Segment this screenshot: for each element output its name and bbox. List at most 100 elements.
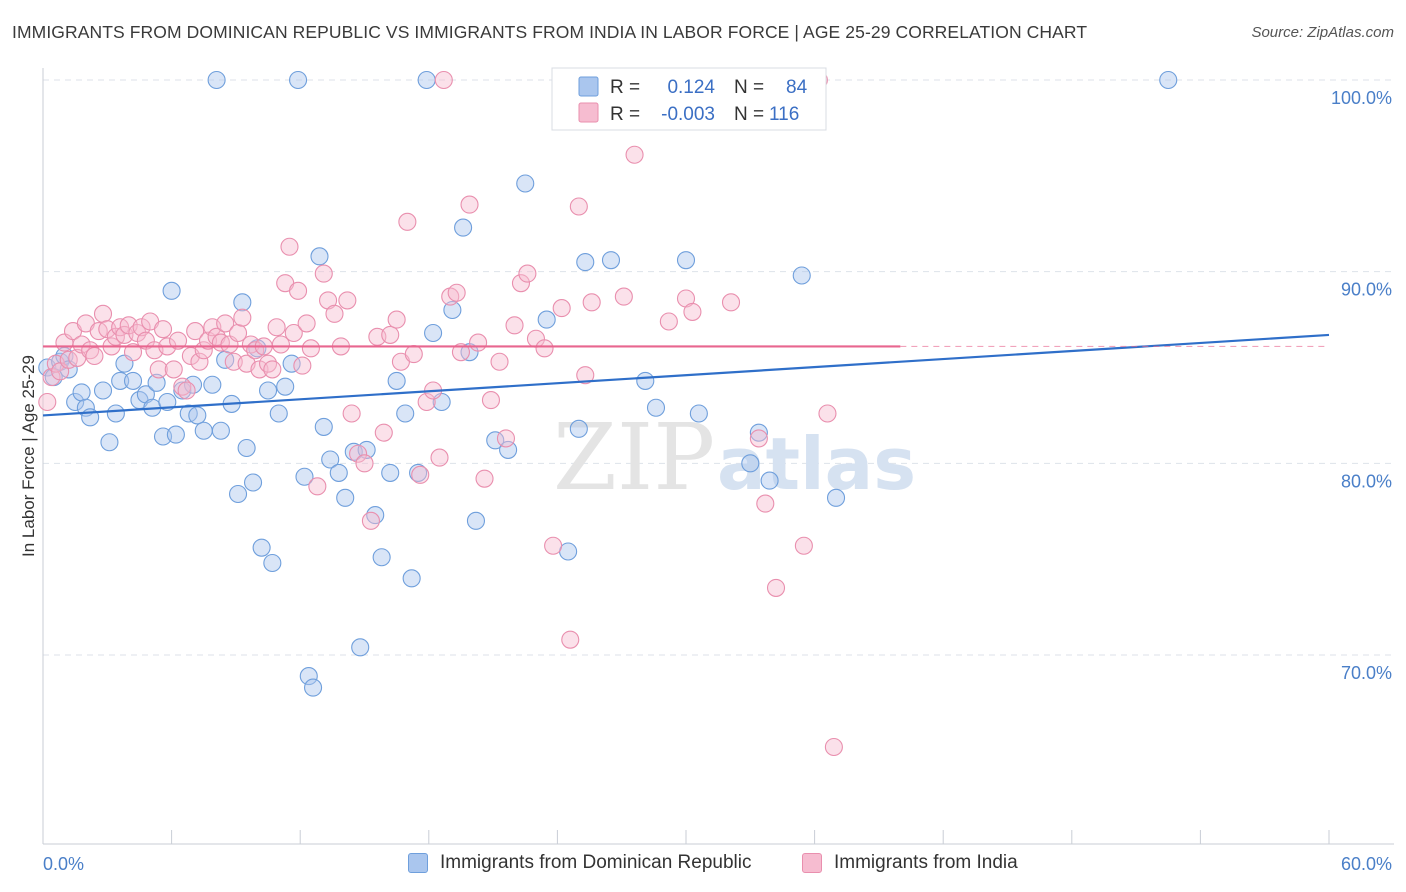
trend-lines: [42, 333, 1330, 417]
dominican-republic-point-59: [387, 371, 406, 390]
india-point-80: [417, 392, 436, 412]
india-point-32: [177, 381, 196, 400]
watermark-zip: ZIP: [553, 404, 715, 511]
india-point-90: [481, 391, 501, 410]
dominican-republic-point-81: [689, 404, 708, 423]
india-point-85: [447, 283, 466, 302]
legend-n-label-blue: N =: [734, 77, 764, 98]
india-point-97: [535, 339, 554, 358]
india-point-95: [518, 264, 537, 283]
dominican-republic-point-85: [792, 266, 811, 285]
india-point-99: [552, 299, 571, 318]
india-point-53: [267, 318, 286, 337]
india-point-34: [186, 322, 205, 341]
grid-lines: [43, 79, 1394, 656]
dominican-republic-point-26: [188, 406, 207, 425]
india-point-62: [308, 477, 327, 496]
india-point-45: [233, 308, 252, 327]
india-point-73: [374, 423, 393, 442]
dominican-republic-point-35: [237, 438, 256, 458]
legend-n-value-pink: 116: [769, 104, 799, 125]
india-point-26: [149, 360, 168, 379]
dominican-republic-point-84: [760, 471, 779, 490]
dominican-republic-point-51: [329, 463, 348, 482]
india-point-110: [721, 293, 741, 312]
bottom-legend-swatch-pink: [802, 853, 822, 873]
india-point-0: [38, 392, 57, 412]
dominican-republic-point-60: [396, 404, 415, 423]
bottom-legend-label-blue: Immigrants from Dominican Republic: [440, 852, 752, 873]
dominican-republic-point-83: [749, 423, 768, 442]
india-point-116: [824, 737, 843, 757]
legend-n-label-pink: N =: [734, 104, 764, 125]
dominican-republic-point-34: [233, 293, 252, 312]
dominican-republic-point-42: [276, 377, 295, 396]
dominican-republic-point-27: [194, 421, 213, 440]
india-point-117: [818, 404, 837, 423]
bottom-legend-india: Immigrants from India: [802, 852, 1018, 874]
india-point-92: [496, 429, 516, 448]
dominican-republic-point-21: [162, 281, 181, 300]
india-point-63: [314, 264, 333, 283]
bottom-legend-label-pink: Immigrants from India: [834, 852, 1018, 873]
dominican-republic-point-76: [576, 253, 595, 272]
india-point-103: [582, 293, 601, 312]
dominican-republic-point-22: [166, 425, 185, 444]
india-point-61: [301, 339, 320, 358]
india-point-107: [659, 312, 678, 331]
india-point-74: [381, 325, 400, 344]
x-tick-label-max: 60.0%: [1341, 854, 1392, 874]
india-point-89: [475, 469, 494, 488]
y-tick-label-80: 80.0%: [1341, 471, 1392, 491]
bottom-legend-swatch-blue: [408, 853, 428, 873]
india-point-109: [683, 302, 702, 321]
dominican-republic-point-80: [676, 251, 696, 270]
india-point-114: [794, 536, 813, 555]
india-point-91: [490, 352, 509, 371]
dominican-republic-point-40: [263, 553, 282, 573]
india-point-41: [216, 314, 235, 333]
dominican-republic-point-72: [516, 174, 535, 193]
india-point-101: [569, 197, 588, 216]
dominican-republic-point-39: [258, 381, 278, 400]
y-tick-labels: 70.0% 80.0% 90.0% 100.0%: [1331, 88, 1392, 683]
x-ticks: [171, 830, 1330, 844]
dominican-republic-point-82: [741, 454, 760, 473]
india-point-65: [325, 304, 344, 323]
india-point-82: [430, 448, 449, 467]
dominican-republic-point-20: [158, 392, 177, 412]
legend: R = 0.124 N = 84 R = -0.003 N = 116: [551, 67, 827, 131]
india-point-98: [544, 536, 563, 555]
legend-swatch-pink: [578, 102, 599, 123]
dominican-republic-point-48: [310, 247, 329, 266]
chart-title: IMMIGRANTS FROM DOMINICAN REPUBLIC VS IM…: [12, 22, 1088, 42]
dominican-republic-point-61: [402, 569, 421, 588]
india-point-100: [561, 630, 580, 649]
dominican-republic-point-52: [336, 488, 355, 507]
y-axis-label: In Labor Force | Age 25-29: [19, 355, 38, 557]
india-point-93: [505, 316, 524, 335]
dominican-republic-point-36: [243, 473, 263, 492]
india-point-56: [280, 237, 299, 256]
watermark: ZIP atlas: [553, 404, 916, 511]
india-point-57: [284, 323, 303, 343]
axes: [42, 68, 1394, 845]
india-point-77: [398, 212, 417, 231]
dominican-republic-point-74: [559, 542, 578, 561]
dominican-republic-point-79: [646, 398, 666, 417]
dominican-republic-point-44: [289, 70, 308, 90]
india-point-69: [349, 444, 368, 463]
india-point-58: [289, 281, 308, 300]
legend-r-value-blue: 0.124: [667, 77, 715, 98]
india-point-113: [766, 578, 786, 597]
india-point-88: [469, 333, 488, 352]
dominican-republic-point-9: [93, 381, 113, 400]
x-tick-label-min: 0.0%: [43, 854, 84, 874]
india-point-67: [338, 291, 357, 310]
dominican-republic-point-49: [314, 417, 333, 436]
dominican-republic-point-77: [601, 251, 621, 270]
india-point-94: [511, 274, 531, 293]
india-point-78: [404, 345, 423, 364]
dominican-republic-point-14: [123, 371, 143, 390]
